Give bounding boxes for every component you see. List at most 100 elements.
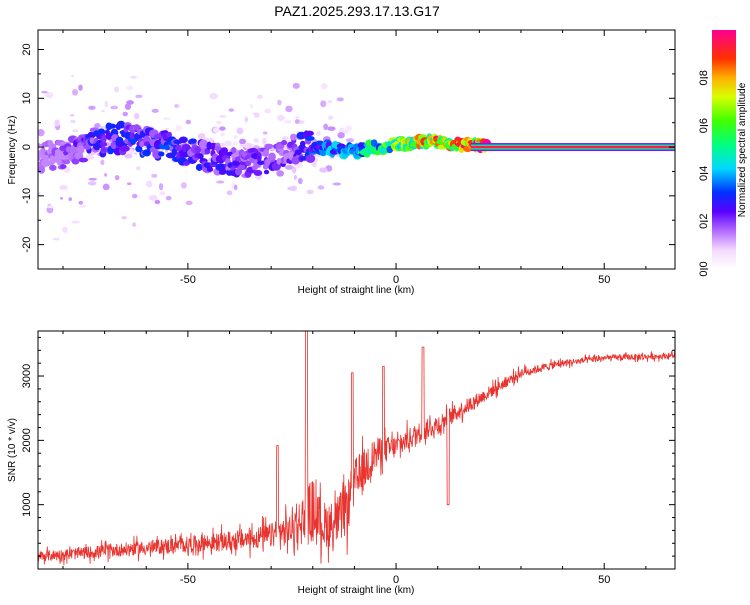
spectrogram-speckle [317, 185, 325, 190]
spectrogram-speckle [133, 152, 138, 155]
spectrogram-speckle [345, 125, 353, 132]
spectrogram-speckle [47, 203, 52, 207]
spectrogram-cell [305, 154, 316, 163]
spectrogram-speckle [159, 191, 166, 196]
spectrogram-cell [299, 140, 306, 147]
spectrogram-cell [198, 152, 204, 160]
spectrogram-speckle [292, 82, 300, 89]
snr-x-tick-label: -50 [180, 574, 196, 586]
spectrogram-speckle [60, 197, 64, 200]
spectrogram-speckle [52, 237, 60, 241]
spectrogram-cell [64, 159, 71, 165]
snr-y-tick-label: 3000 [21, 364, 33, 388]
spectrogram-cell [77, 145, 85, 154]
spectrogram-speckle [70, 119, 76, 124]
spectrogram-speckle [87, 181, 97, 186]
spectrogram-speckle [126, 85, 133, 91]
spectrogram-speckle [133, 112, 140, 120]
spectrogram-y-tick-label: -10 [21, 188, 33, 204]
spectrogram-cell [263, 169, 270, 175]
spectrogram-speckle [264, 108, 272, 114]
colorbar-tick-label: 0.4 [698, 166, 710, 181]
spectrogram-speckle [306, 189, 314, 194]
spectrogram-speckle [72, 89, 79, 96]
spectrogram-speckle [165, 149, 169, 153]
spectrogram-speckle [216, 180, 225, 184]
spectrogram-speckle [165, 195, 172, 201]
spectrogram-cell [142, 149, 151, 157]
spectrogram-cell [263, 148, 269, 157]
spectrogram-cell [135, 145, 143, 153]
spectrogram-speckle [236, 127, 244, 135]
spectrogram-speckle [71, 220, 80, 224]
spectrogram-speckle [249, 103, 253, 109]
spectrogram-cell [231, 147, 237, 154]
spectrogram-speckle [101, 109, 105, 113]
spectrogram-speckle [41, 90, 48, 94]
spectrogram-speckle [253, 112, 260, 118]
spectrogram-speckle [174, 104, 180, 108]
spectrogram-speckle [216, 120, 222, 125]
spectrogram-speckle [154, 199, 161, 205]
spectrogram-speckle [68, 197, 72, 202]
spectrogram-speckle [328, 115, 334, 120]
spectrogram-speckle [185, 119, 192, 125]
spectrogram-cell [287, 141, 294, 148]
spectrogram-speckle [100, 159, 105, 166]
spectrogram-panel: -50 0 50 -20 -10 0 10 20 Height of straight lin… [7, 29, 676, 296]
spectrogram-cell [78, 157, 89, 163]
spectrogram-marks [38, 74, 675, 241]
colorbar-label: Normalized spectral amplitude [737, 82, 748, 217]
snr-frame [37, 330, 676, 570]
colorbar-tick-label: 0.6 [698, 118, 710, 133]
colorbar-gradient [712, 30, 736, 269]
spectrogram-cell [107, 123, 117, 129]
spectrogram-ticks: -50 0 50 -20 -10 0 10 20 [21, 30, 675, 286]
spectrogram-speckle [285, 105, 293, 113]
spectrogram-speckle [158, 183, 164, 191]
spectrogram-speckle [345, 138, 355, 143]
spectrogram-speckle [180, 182, 187, 189]
spectrogram-y-tick-label: 10 [21, 92, 33, 104]
spectrogram-speckle [165, 127, 170, 131]
spectrogram-speckle [297, 177, 303, 185]
spectrogram-speckle [145, 180, 153, 188]
spectrogram-speckle [88, 105, 96, 110]
carrier-line [470, 145, 675, 149]
spectrogram-x-tick-label: 0 [393, 274, 399, 286]
spectrogram-speckle [327, 100, 333, 104]
spectrogram-cell [268, 152, 276, 162]
spectrogram-speckle [110, 105, 118, 110]
snr-y-tick-label: 1000 [21, 492, 33, 516]
spectrogram-cell [220, 147, 229, 155]
spectrogram-cell [183, 161, 190, 166]
spectrogram-speckle [232, 141, 238, 146]
spectrogram-cell [206, 166, 214, 173]
spectrogram-speckle [316, 131, 321, 136]
spectrogram-speckle [124, 153, 133, 159]
spectrogram-speckle [239, 138, 247, 145]
spectrogram-speckle [122, 111, 128, 117]
spectrogram-cell [195, 163, 203, 171]
spectrogram-cell [304, 130, 314, 137]
spectrogram-speckle [327, 126, 336, 131]
spectrogram-cell [133, 124, 140, 131]
spectrogram-cell [120, 145, 130, 152]
spectrogram-speckle [70, 74, 75, 78]
spectrogram-speckle [124, 103, 132, 110]
spectrogram-cell [59, 164, 67, 170]
spectrogram-speckle [162, 117, 171, 121]
spectrogram-x-label: Height of straight line (km) [298, 285, 415, 296]
spectrogram-speckle [283, 119, 292, 124]
snr-y-tick-label: 2000 [21, 428, 33, 452]
spectrogram-speckle [262, 137, 267, 146]
spectrogram-speckle [319, 167, 328, 173]
snr-marks [38, 331, 675, 566]
spectrogram-cell [101, 134, 107, 144]
colorbar-tick-label: 0.2 [698, 214, 710, 229]
spectrogram-cell [49, 164, 57, 171]
snr-x-tick-label: 0 [393, 574, 399, 586]
spectrogram-speckle [126, 182, 132, 186]
spectrogram-speckle [151, 173, 158, 178]
spectrogram-cell [166, 131, 173, 138]
